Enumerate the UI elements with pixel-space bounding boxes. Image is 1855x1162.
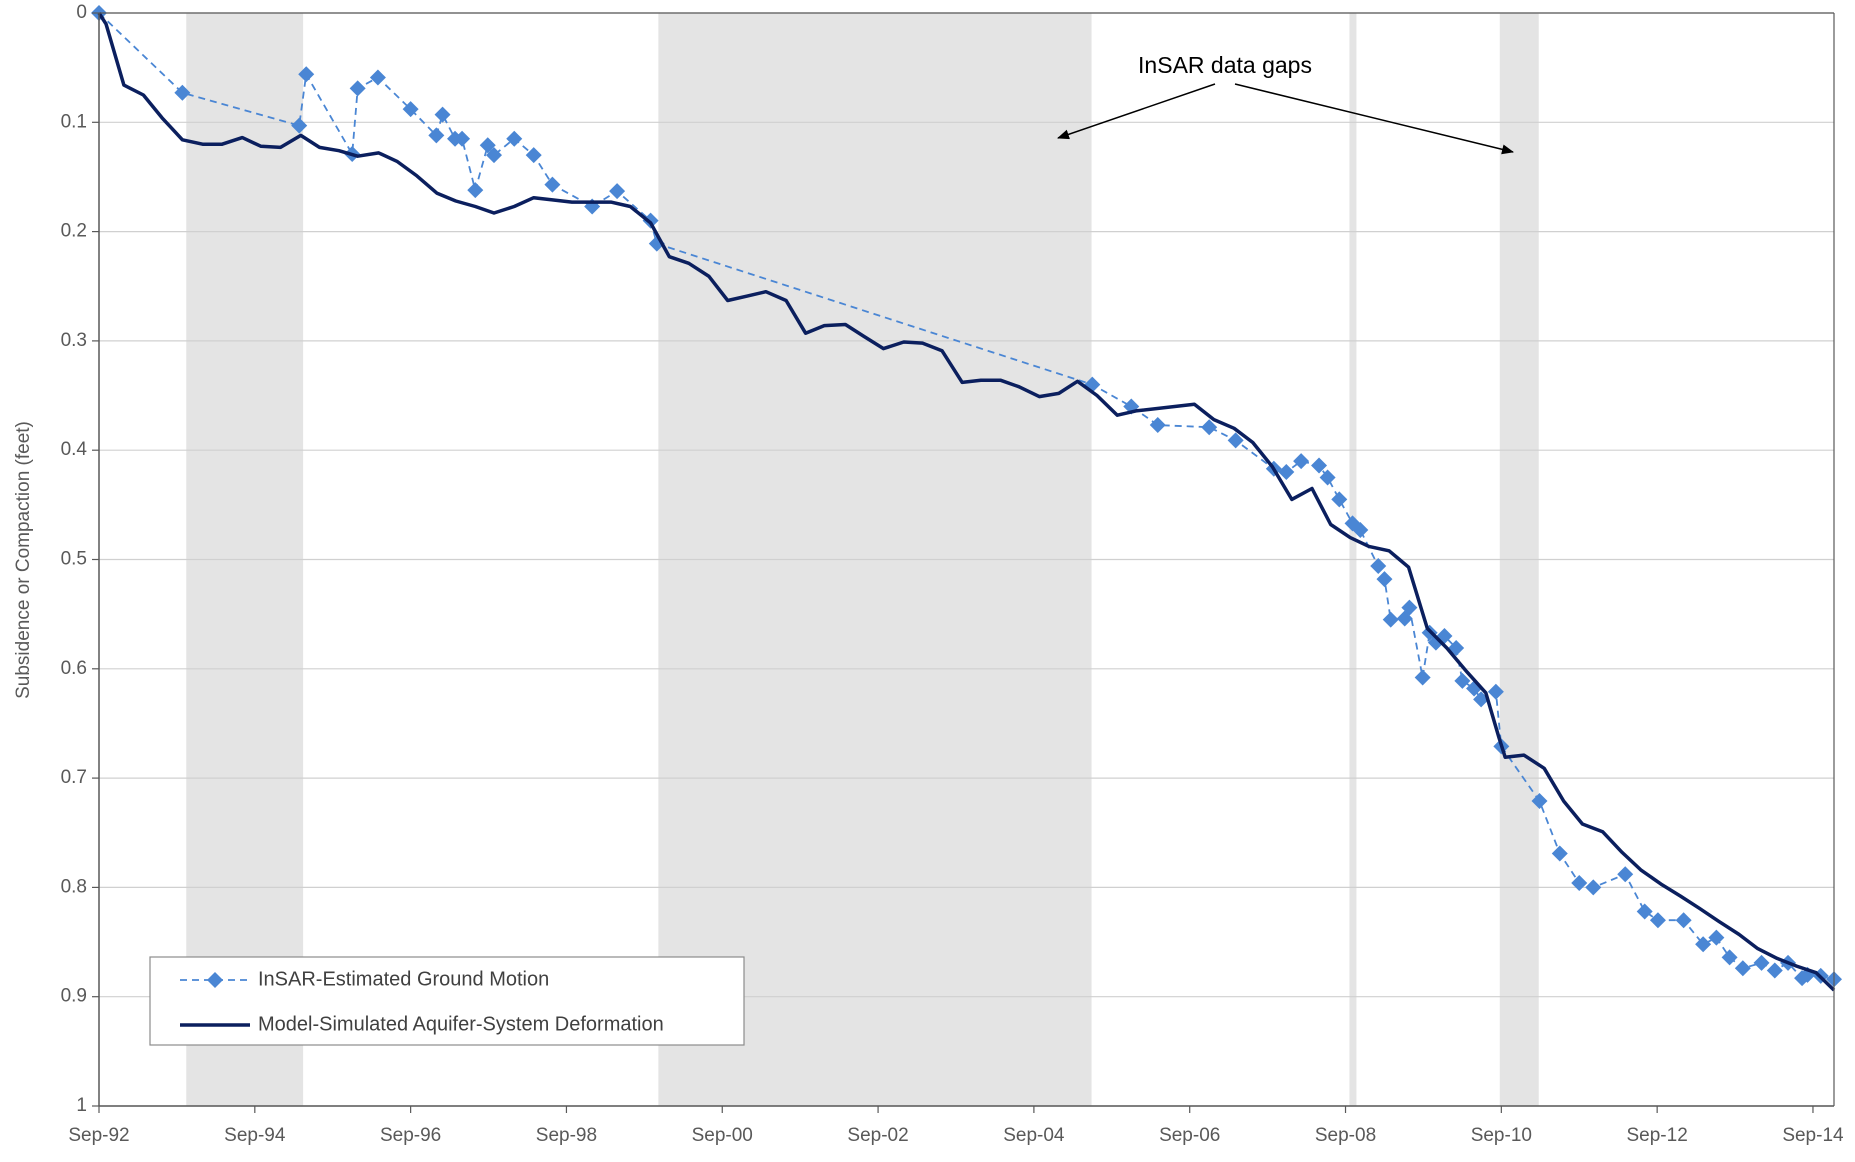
diamond-marker [1278, 464, 1295, 481]
series-layer [91, 5, 1842, 992]
x-tick-label: Sep-98 [536, 1125, 597, 1146]
x-tick-label: Sep-14 [1782, 1125, 1844, 1146]
axes: 0 0.1 0.2 0.3 0.4 0.5 0.6 0.7 0.8 0.9 1 Sep-92 Sep-9… [61, 2, 1844, 1146]
legend-label: InSAR-Estimated Ground Motion [258, 968, 549, 990]
y-tick-label: 0.8 [61, 876, 87, 897]
x-tick-label: Sep-02 [847, 1125, 908, 1146]
diamond-marker [1695, 936, 1712, 953]
diamond-marker [1649, 912, 1666, 929]
diamond-marker [1293, 453, 1310, 470]
y-tick-label: 0.3 [61, 330, 87, 351]
diamond-marker [609, 183, 626, 200]
y-axis-title: Subsidence or Compaction (feet) [13, 421, 34, 699]
y-tick-label: 1 [76, 1095, 87, 1116]
diamond-marker [485, 147, 502, 164]
diamond-marker [1531, 793, 1548, 810]
x-tick-label: Sep-92 [68, 1125, 129, 1146]
x-tick-label: Sep-96 [380, 1125, 441, 1146]
diamond-marker [1352, 521, 1369, 538]
legend-label: Model-Simulated Aquifer-System Deformati… [258, 1013, 664, 1035]
diamond-marker [298, 66, 315, 83]
diamond-marker [1585, 879, 1602, 896]
y-tick-label: 0.1 [61, 111, 87, 132]
diamond-marker [1551, 845, 1568, 862]
diamond-marker [454, 130, 471, 147]
x-tick-label: Sep-00 [692, 1125, 753, 1146]
series-line [98, 12, 1835, 981]
diamond-marker [479, 137, 496, 154]
diamond-marker [1708, 929, 1725, 946]
diamond-marker [369, 69, 386, 86]
legend: InSAR-Estimated Ground Motion Model-Simul… [149, 956, 745, 1046]
diamond-marker [1382, 611, 1399, 628]
x-tick-label: Sep-94 [224, 1125, 286, 1146]
diamond-marker [1487, 683, 1504, 700]
diamond-marker [1401, 599, 1418, 616]
diamond-marker [1753, 954, 1770, 971]
diamond-marker [1636, 903, 1653, 920]
diamond-marker [402, 101, 419, 118]
legend-box [149, 956, 745, 1046]
y-tick-label: 0 [76, 2, 87, 23]
diamond-marker [1319, 469, 1336, 486]
diamond-marker [1734, 960, 1751, 977]
diamond-marker [1149, 417, 1166, 434]
diamond-marker [1617, 866, 1634, 883]
annotation: InSAR data gaps [1138, 52, 1312, 78]
diamond-marker [525, 147, 542, 164]
y-tick-label: 0.7 [61, 767, 87, 788]
diamond-marker [434, 106, 451, 123]
x-tick-label: Sep-08 [1315, 1125, 1376, 1146]
y-tick-label: 0.5 [61, 549, 87, 570]
diamond-marker [467, 182, 484, 199]
diamond-marker [1675, 912, 1692, 929]
x-tick-label: Sep-04 [1003, 1125, 1065, 1146]
diamond-marker [1201, 419, 1218, 436]
diamond-marker [428, 127, 445, 144]
diamond-marker [1721, 949, 1738, 966]
diamond-marker [1331, 491, 1348, 508]
diamond-marker [544, 176, 561, 193]
diamond-marker [1227, 432, 1244, 449]
annotation-arrow [1234, 83, 1514, 155]
y-tick-label: 0.2 [61, 221, 87, 242]
diamond-marker [1376, 571, 1393, 588]
diamond-marker [1414, 669, 1431, 686]
x-tick-label: Sep-12 [1627, 1125, 1688, 1146]
y-tick-label: 0.9 [61, 986, 87, 1007]
x-tick-label: Sep-06 [1159, 1125, 1220, 1146]
diamond-marker [1311, 457, 1328, 474]
diamond-marker [1454, 672, 1471, 689]
diamond-marker [291, 117, 308, 134]
diamond-marker [1571, 875, 1588, 892]
diamond-marker [349, 80, 366, 97]
x-tick-label: Sep-10 [1471, 1125, 1532, 1146]
diamond-marker [1370, 558, 1387, 575]
diamond-marker [174, 84, 191, 101]
series-line [97, 12, 1836, 992]
y-tick-label: 0.4 [61, 439, 88, 460]
diamond-marker [506, 130, 523, 147]
diamond-marker [207, 972, 223, 988]
annotation-arrow [1057, 83, 1216, 140]
y-tick-label: 0.6 [61, 658, 87, 679]
diamond-marker [1766, 962, 1783, 979]
